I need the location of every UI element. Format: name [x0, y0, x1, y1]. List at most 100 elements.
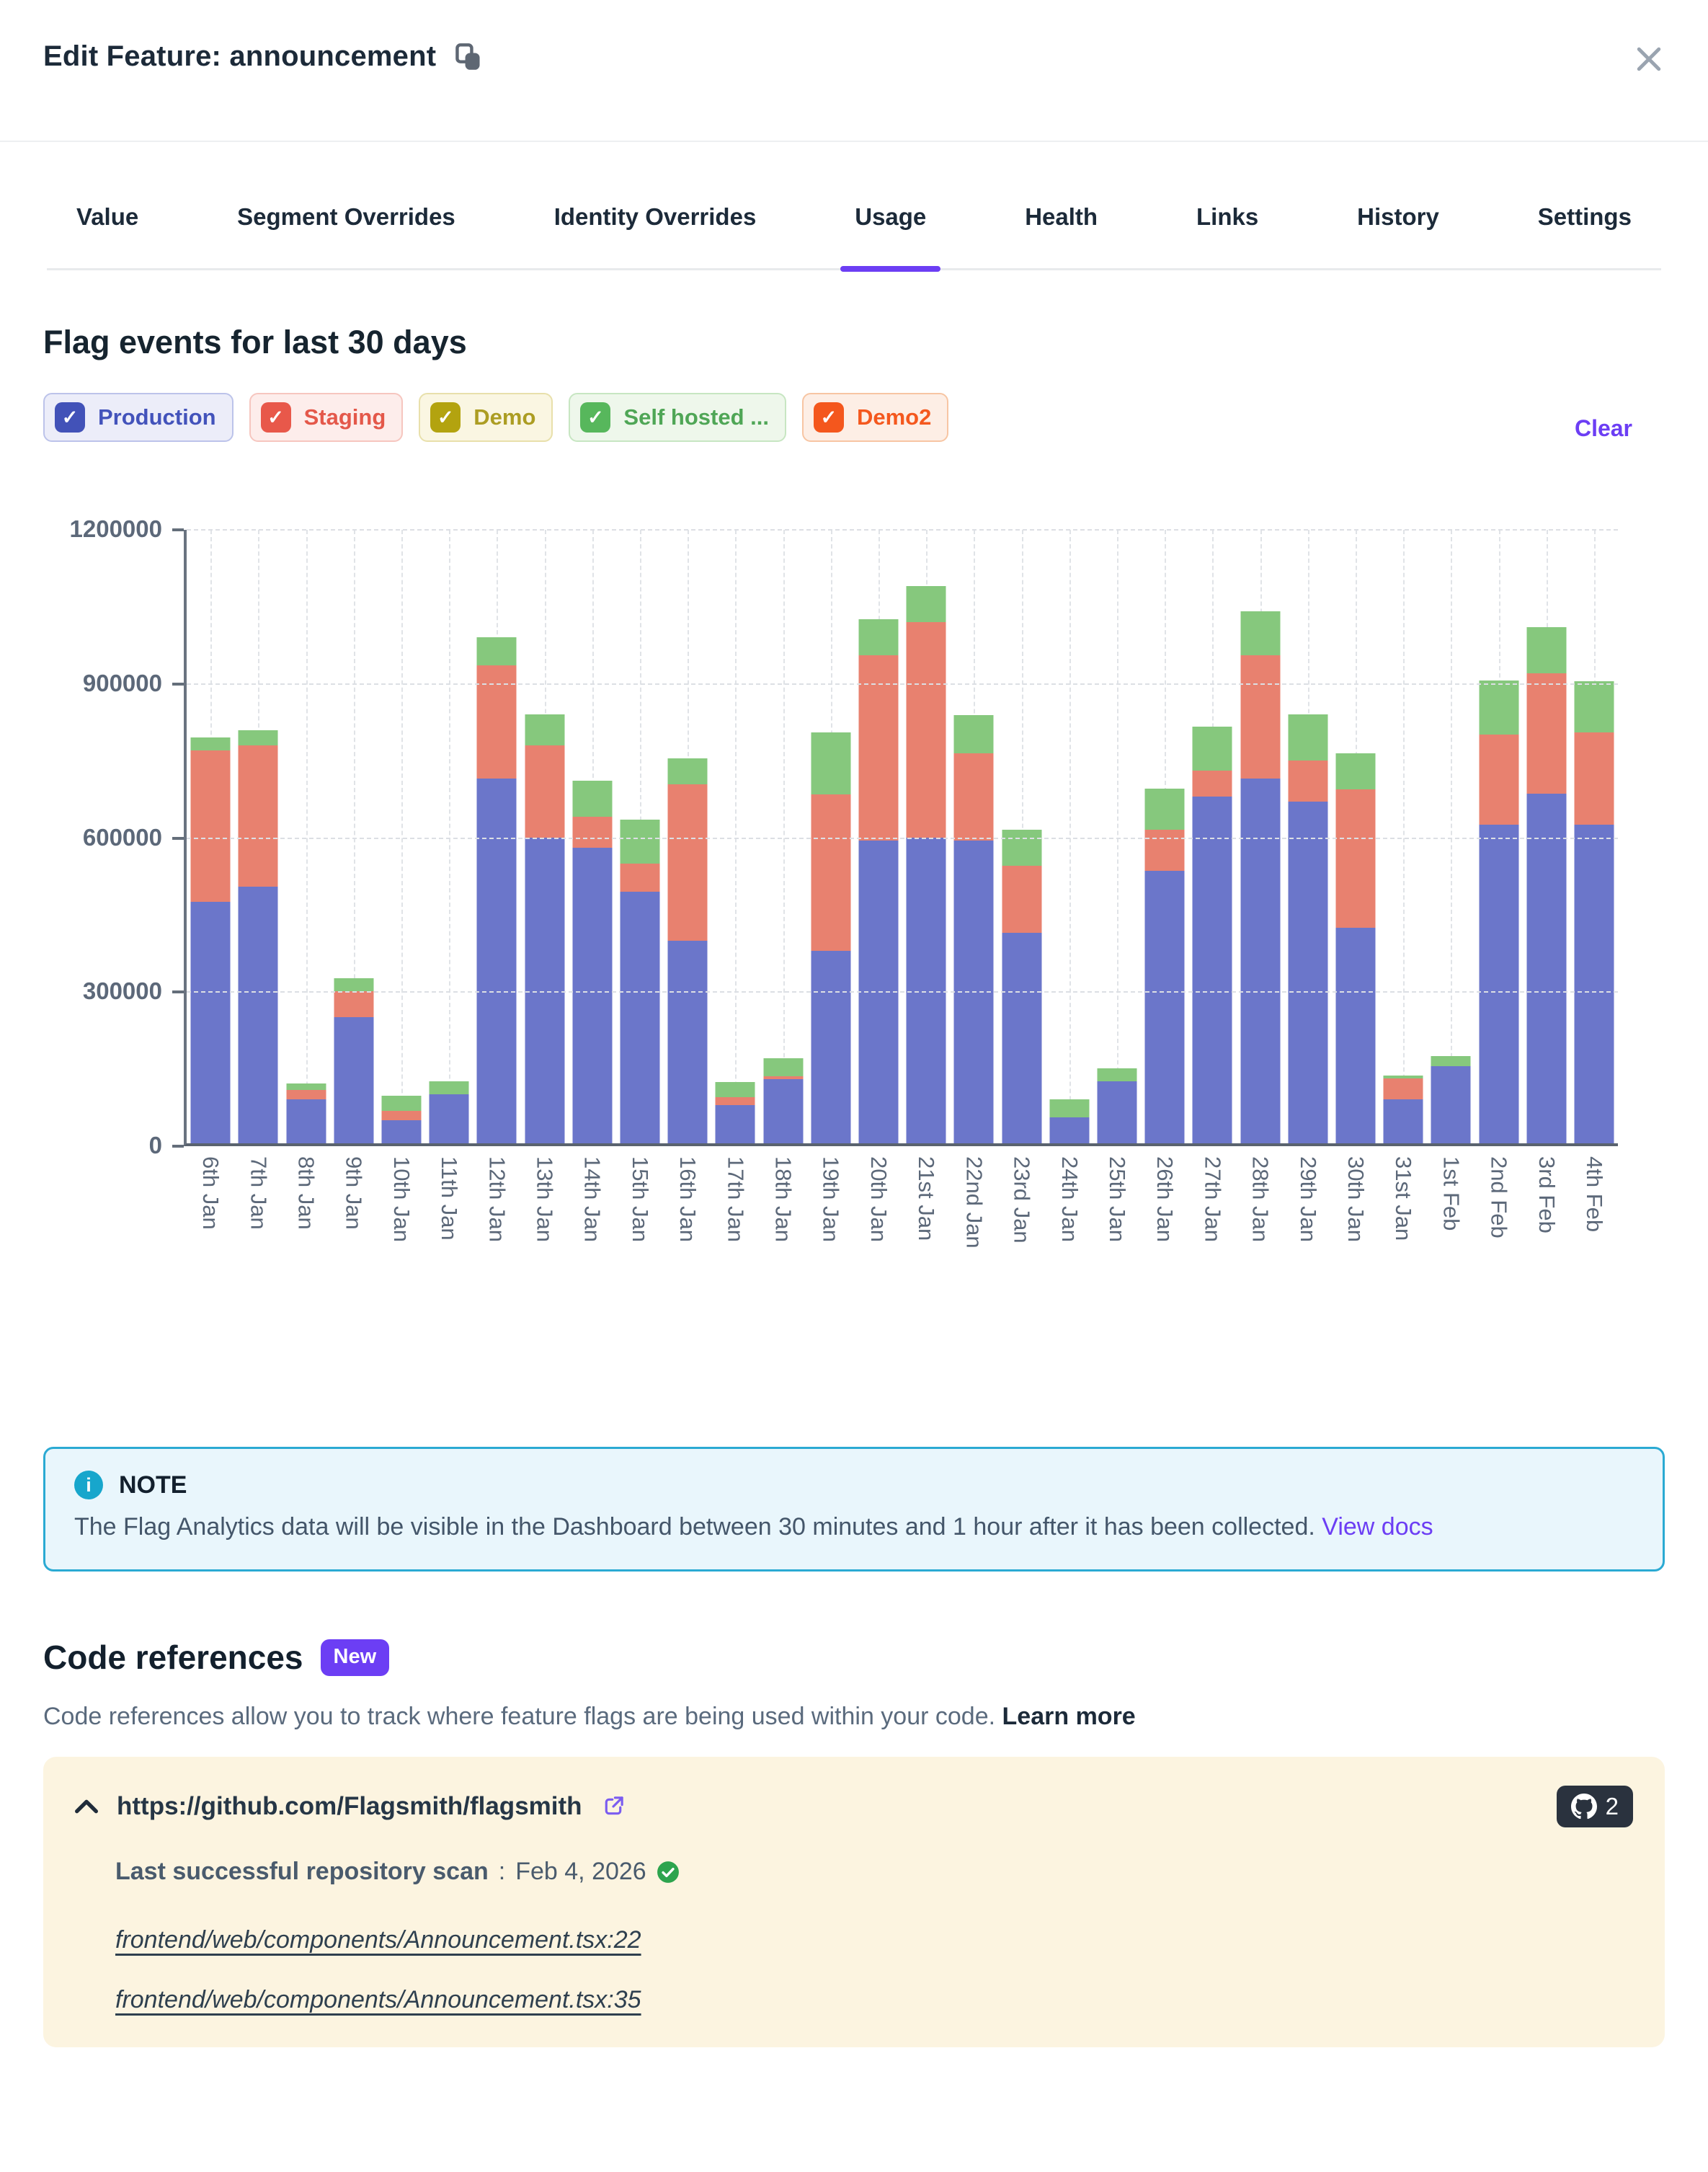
bar-6th-jan	[190, 737, 231, 1143]
external-link-icon[interactable]	[601, 1794, 626, 1819]
tab-segment-overrides[interactable]: Segment Overrides	[233, 203, 460, 268]
chart-slot-20th-jan: 20th Jan	[855, 530, 902, 1242]
chart-slot-13th-jan: 13th Jan	[520, 530, 568, 1242]
env-filter-self-hosted[interactable]: ✓ Self hosted ...	[569, 393, 786, 442]
note-title: NOTE	[119, 1471, 187, 1499]
chart-slots: 6th Jan 7th Jan 8th Jan 9th Jan 10th Jan 11th…	[187, 530, 1618, 1249]
bar-segment-self-hosted	[1335, 753, 1376, 789]
collapse-chevron-icon[interactable]	[75, 1799, 98, 1814]
checkbox-icon[interactable]: ✓	[430, 402, 461, 433]
checkbox-icon[interactable]: ✓	[55, 402, 85, 433]
x-axis-tick-label: 2nd Feb	[1486, 1156, 1512, 1238]
note-box: i NOTE The Flag Analytics data will be v…	[43, 1447, 1665, 1572]
repo-url-link[interactable]: https://github.com/Flagsmith/flagsmith	[117, 1792, 582, 1821]
bar-segment-self-hosted	[620, 820, 660, 864]
section-title: Flag events for last 30 days	[43, 324, 467, 360]
bar-segment-staging	[1383, 1078, 1423, 1099]
view-docs-link[interactable]: View docs	[1322, 1513, 1433, 1541]
x-axis-tick-label: 14th Jan	[579, 1156, 605, 1242]
chart-slot-15th-jan: 15th Jan	[616, 530, 664, 1242]
bar-9th-jan	[334, 978, 374, 1143]
bar-31st-jan	[1383, 1076, 1423, 1143]
bar-segment-production	[1431, 1066, 1471, 1143]
bar-segment-self-hosted	[381, 1096, 422, 1111]
tab-settings[interactable]: Settings	[1534, 203, 1636, 268]
bar-8th-jan	[286, 1083, 326, 1143]
bar-segment-self-hosted	[667, 758, 708, 784]
env-filter-label: Demo	[473, 404, 536, 430]
bar-segment-staging	[381, 1111, 422, 1120]
tab-history[interactable]: History	[1353, 203, 1444, 268]
tab-links[interactable]: Links	[1192, 203, 1263, 268]
checkbox-icon[interactable]: ✓	[580, 402, 611, 433]
env-filter-production[interactable]: ✓ Production	[43, 393, 233, 442]
env-filter-demo2[interactable]: ✓ Demo2	[801, 393, 949, 442]
v-gridline	[1451, 530, 1453, 1143]
bar-19th-jan	[811, 732, 851, 1143]
learn-more-link[interactable]: Learn more	[1002, 1703, 1136, 1731]
x-axis-tick-label: 25th Jan	[1104, 1156, 1130, 1242]
bar-segment-self-hosted	[525, 714, 565, 745]
bar-segment-self-hosted	[953, 715, 994, 753]
code-reference-link[interactable]: frontend/web/components/Announcement.tsx…	[115, 1986, 641, 2014]
h-gridline	[187, 837, 1618, 839]
chart-slot-2nd-feb: 2nd Feb	[1475, 530, 1522, 1238]
chart-slot-8th-jan: 8th Jan	[282, 530, 329, 1230]
bar-27th-jan	[1192, 727, 1232, 1143]
checkbox-icon[interactable]: ✓	[260, 402, 291, 433]
copy-icon[interactable]	[455, 43, 482, 71]
chart-slot-19th-jan: 19th Jan	[807, 530, 855, 1242]
chart-slot-6th-jan: 6th Jan	[187, 530, 234, 1230]
tab-usage[interactable]: Usage	[840, 203, 941, 272]
clear-button[interactable]: Clear	[1574, 415, 1632, 441]
bar-15th-jan	[620, 820, 660, 1143]
y-axis-tick-label: 600000	[82, 823, 162, 851]
bar-29th-jan	[1288, 714, 1328, 1143]
bar-segment-staging	[1574, 732, 1614, 825]
env-filter-demo[interactable]: ✓ Demo	[419, 393, 553, 442]
bar-segment-staging	[286, 1090, 326, 1099]
bar-segment-self-hosted	[858, 619, 899, 655]
bar-18th-jan	[763, 1058, 804, 1143]
chart-slot-18th-jan: 18th Jan	[759, 530, 806, 1242]
chart-slot-14th-jan: 14th Jan	[569, 530, 616, 1242]
note-body: The Flag Analytics data will be visible …	[74, 1510, 1634, 1545]
env-filter-label: Production	[98, 404, 216, 430]
bar-segment-self-hosted	[190, 737, 231, 750]
tab-identity-overrides[interactable]: Identity Overrides	[550, 203, 761, 268]
v-gridline	[1069, 530, 1071, 1143]
tab-health[interactable]: Health	[1020, 203, 1102, 268]
bar-segment-production	[1097, 1081, 1137, 1143]
chart-slot-4th-feb: 4th Feb	[1570, 530, 1618, 1232]
bar-segment-self-hosted	[1049, 1099, 1090, 1117]
env-filter-label: Staging	[303, 404, 386, 430]
usage-tab-content: Flag events for last 30 days ✓ Production…	[0, 324, 1708, 2048]
env-filter-staging[interactable]: ✓ Staging	[249, 393, 404, 442]
bar-23rd-jan	[1002, 830, 1042, 1143]
chart-slot-30th-jan: 30th Jan	[1332, 530, 1379, 1242]
x-axis-tick-label: 20th Jan	[866, 1156, 891, 1242]
h-gridline	[187, 991, 1618, 993]
github-icon	[1570, 1794, 1597, 1819]
bar-segment-staging	[1288, 761, 1328, 802]
chart-slot-31st-jan: 31st Jan	[1379, 530, 1427, 1241]
bar-segment-self-hosted	[1288, 714, 1328, 761]
bar-20th-jan	[858, 619, 899, 1143]
code-reference-link[interactable]: frontend/web/components/Announcement.tsx…	[115, 1926, 641, 1954]
bar-segment-production	[429, 1094, 469, 1143]
tab-value[interactable]: Value	[72, 203, 143, 268]
bar-segment-production	[667, 941, 708, 1143]
bar-segment-staging	[1479, 735, 1519, 825]
environment-filter-row: ✓ Production ✓ Staging ✓ Demo ✓ Self hosted ...…	[43, 393, 1665, 442]
chart-slot-22nd-jan: 22nd Jan	[950, 530, 997, 1249]
success-check-icon	[657, 1861, 680, 1884]
x-axis-tick-label: 7th Jan	[246, 1156, 272, 1230]
bar-segment-production	[1335, 928, 1376, 1143]
close-button[interactable]	[1633, 43, 1665, 75]
checkbox-icon[interactable]: ✓	[813, 402, 844, 433]
y-axis-tick-label: 300000	[82, 978, 162, 1005]
code-reference-files: frontend/web/components/Announcement.tsx…	[115, 1926, 1633, 2014]
bar-segment-staging	[1002, 866, 1042, 933]
v-gridline	[783, 530, 785, 1143]
chart-slot-16th-jan: 16th Jan	[664, 530, 711, 1242]
